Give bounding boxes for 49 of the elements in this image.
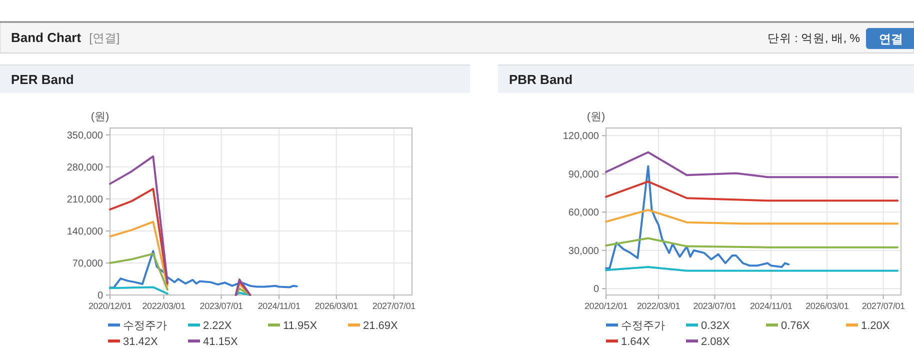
legend-label: 21.69X — [363, 320, 399, 332]
y-tick-label: 30,000 — [568, 246, 600, 257]
y-axis-title: (원) — [586, 111, 606, 123]
x-tick-label: 2023/07/01 — [200, 301, 244, 311]
x-tick-label: 2024/11/01 — [258, 301, 300, 311]
legend-label: 1.20X — [861, 320, 890, 332]
x-tick-label: 2027/07/01 — [862, 301, 906, 311]
x-tick-label: 2022/03/01 — [142, 301, 186, 311]
y-tick-label: 0 — [593, 284, 600, 296]
legend-label: 2.08X — [701, 336, 730, 348]
legend-label: 수정주가 — [123, 320, 167, 332]
line-series — [605, 237, 899, 248]
y-tick-label: 90,000 — [568, 169, 600, 180]
legend-label: 0.32X — [701, 320, 730, 332]
y-axis-title: (원) — [90, 111, 110, 123]
legend-label: 31.42X — [123, 336, 159, 348]
x-tick-label: 2026/03/01 — [806, 301, 849, 311]
line-series — [605, 165, 790, 270]
y-tick-label: 70,000 — [72, 258, 104, 270]
line-series — [605, 180, 899, 202]
x-tick-label: 2026/03/01 — [314, 301, 358, 311]
chart-title: PBR Band — [509, 72, 573, 87]
legend-label: 1.64X — [621, 336, 650, 348]
x-tick-label: 2023/07/01 — [693, 301, 736, 311]
y-tick-label: 350,000 — [66, 130, 104, 142]
legend-label: 41.15X — [203, 336, 239, 348]
x-tick-label: 2020/12/01 — [88, 301, 132, 311]
line-series — [605, 208, 899, 225]
line-series — [605, 151, 899, 178]
x-tick-label: 2024/11/01 — [750, 301, 793, 311]
y-tick-label: 140,000 — [66, 226, 104, 238]
legend-label: 0.76X — [781, 320, 810, 332]
x-tick-label: 2022/03/01 — [636, 301, 680, 311]
y-tick-label: 120,000 — [562, 131, 600, 142]
text: Band Chart — [11, 30, 82, 45]
legend-label: 11.95X — [283, 320, 318, 332]
legend-label: 수정주가 — [621, 320, 665, 332]
chart-title: PER Band — [11, 72, 74, 87]
y-tick-label: 210,000 — [66, 194, 104, 206]
line-series — [109, 250, 298, 289]
legend-label: 2.22X — [203, 320, 232, 332]
y-tick-label: 60,000 — [568, 208, 600, 219]
y-tick-label: 280,000 — [66, 162, 104, 174]
x-tick-label: 2027/07/01 — [372, 301, 416, 311]
text: 단위 : 억원, 배, % — [767, 33, 860, 45]
text: 연결 — [879, 32, 903, 46]
x-tick-label: 2020/12/01 — [584, 301, 628, 311]
y-tick-label: 0 — [97, 290, 104, 302]
text: [연결] — [89, 31, 120, 45]
